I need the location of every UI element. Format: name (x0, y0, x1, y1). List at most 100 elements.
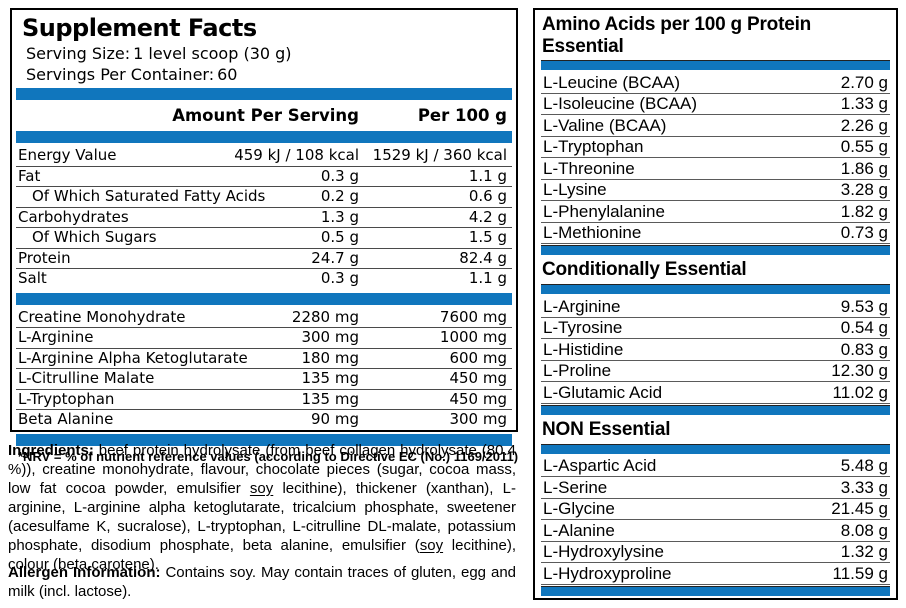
amino-acid-label: L-Histidine (543, 339, 624, 359)
row-amount-per-serving: 0.5 g (320, 228, 359, 246)
amino-acid-value: 12.30 g (831, 361, 888, 380)
amino-acid-value: 1.32 g (840, 542, 888, 561)
row-amount-per-serving: 180 mg (301, 348, 359, 367)
ingredients-soy-2: soy (419, 537, 444, 554)
row-amount-per-100g: 450 mg (449, 389, 507, 408)
table-row: L-Serine 3.33 g (541, 477, 890, 499)
row-amount-per-100g: 4.2 g (468, 207, 507, 226)
divider-bar (541, 245, 890, 255)
amino-acid-label: L-Hydroxylysine (543, 542, 664, 561)
amino-acid-label: L-Alanine (543, 520, 615, 540)
row-amount-per-100g: 1000 mg (439, 328, 507, 346)
row-amount-per-serving: 24.7 g (311, 248, 359, 267)
amino-acid-value: 2.26 g (840, 115, 888, 135)
amino-acid-value: 11.59 g (832, 563, 888, 583)
row-amount-per-serving: 0.3 g (320, 269, 359, 287)
row-amount-per-serving: 1.3 g (320, 207, 359, 226)
amino-acid-label: L-Hydroxyproline (543, 563, 672, 583)
ingredients-paragraph: Ingredients: beef protein hydrolysate (f… (8, 441, 516, 574)
divider-bar (541, 585, 890, 596)
serving-size-value: 1 level scoop (30 g) (133, 44, 292, 63)
amino-acid-value: 21.45 g (831, 499, 888, 518)
ingredients-text-2: lecithine), thickener (xanthan), L-argin… (8, 480, 516, 554)
table-row: L-Histidine 0.83 g (541, 339, 890, 361)
row-amount-per-serving: 135 mg (301, 389, 359, 408)
table-row: Creatine Monohydrate 2280 mg 7600 mg (16, 307, 512, 328)
amino-acid-value: 1.86 g (840, 158, 888, 178)
table-row: L-Hydroxylysine 1.32 g (541, 542, 890, 563)
amino-acid-value: 1.33 g (840, 94, 888, 113)
table-row: L-Tyrosine 0.54 g (541, 318, 890, 339)
row-amount-per-100g: 1.1 g (468, 269, 507, 287)
table-row: Beta Alanine 90 mg 300 mg (16, 410, 512, 431)
amino-sections: L-Leucine (BCAA) 2.70 g L-Isoleucine (BCAA… (541, 60, 890, 596)
servings-value: 60 (217, 65, 238, 84)
amino-acid-label: L-Phenylalanine (543, 201, 665, 221)
table-row: L-Glutamic Acid 11.02 g (541, 382, 890, 404)
amino-acid-value: 8.08 g (840, 520, 888, 540)
amino-acid-label: L-Glutamic Acid (543, 382, 663, 402)
amino-acid-label: L-Isoleucine (BCAA) (543, 94, 698, 113)
row-amount-per-serving: 459 kJ / 108 kcal (234, 146, 359, 164)
servings-label: Servings Per Container: (26, 65, 215, 84)
amino-acid-value: 2.70 g (840, 72, 888, 92)
amino-acid-value: 0.83 g (840, 339, 888, 359)
amino-acid-value: 5.48 g (840, 456, 888, 475)
amino-acid-value: 0.54 g (840, 318, 888, 337)
table-row: L-Leucine (BCAA) 2.70 g (541, 72, 890, 94)
divider-bar (16, 433, 512, 446)
row-amount-per-serving: 135 mg (301, 369, 359, 387)
nrv-footnote: *NRV = % of nutrient reference values (a… (18, 448, 519, 464)
row-label: Protein (18, 248, 71, 267)
table-row: L-Proline 12.30 g (541, 361, 890, 382)
row-amount-per-100g: 1.5 g (468, 228, 507, 246)
table-row: L-Citrulline Malate 135 mg 450 mg (16, 369, 512, 390)
amino-acid-value: 0.73 g (840, 223, 888, 242)
ingredients-text-1: beef protein hydrolysate (from beef coll… (8, 442, 516, 497)
divider-bar (16, 292, 512, 305)
amino-acid-value: 9.53 g (840, 296, 888, 316)
amino-acid-value: 1.82 g (840, 201, 888, 221)
amino-acid-value: 11.02 g (832, 382, 888, 402)
amino-acid-value: 3.33 g (840, 477, 888, 497)
ingredients-heading: Ingredients: (8, 442, 94, 459)
amino-acid-label: L-Aspartic Acid (543, 456, 657, 475)
table-row: Fat 0.3 g 1.1 g (16, 166, 512, 187)
row-label: Beta Alanine (18, 410, 114, 428)
amino-acid-label: L-Tyrosine (543, 318, 623, 337)
divider-bar (541, 443, 890, 454)
table-row: Of Which Sugars 0.5 g 1.5 g (16, 228, 512, 249)
row-amount-per-100g: 7600 mg (439, 307, 507, 326)
amino-acid-label: L-Glycine (543, 499, 615, 518)
table-row: L-Tryptophan 135 mg 450 mg (16, 389, 512, 410)
active-ingredients-table: Creatine Monohydrate 2280 mg 7600 mg L-Argi… (16, 308, 512, 431)
row-label: L-Arginine (18, 328, 94, 346)
row-label: Of Which Saturated Fatty Acids (32, 187, 266, 205)
serving-size-label: Serving Size: (26, 44, 131, 63)
table-row: L-Glycine 21.45 g (541, 499, 890, 520)
table-row: L-Alanine 8.08 g (541, 520, 890, 542)
amino-title-line2: Essential (542, 36, 624, 57)
table-row: L-Isoleucine (BCAA) 1.33 g (541, 94, 890, 115)
table-row: Of Which Saturated Fatty Acids 0.2 g 0.6 g (16, 187, 512, 208)
row-amount-per-100g: 1.1 g (468, 166, 507, 185)
section-heading: Conditionally Essential (542, 259, 747, 280)
col-header-amount-per-serving: Amount Per Serving (172, 106, 359, 125)
divider-bar (541, 60, 890, 70)
amino-panel-title: Amino Acids per 100 g Protein Essential (542, 14, 890, 58)
row-label: Salt (18, 269, 47, 287)
nutrition-table: Energy Value 459 kJ / 108 kcal 1529 kJ / 3… (16, 146, 512, 290)
row-label: Carbohydrates (18, 207, 129, 226)
row-label: L-Arginine Alpha Ketoglutarate (18, 348, 248, 367)
amino-acid-label: L-Serine (543, 477, 608, 497)
table-row: L-Aspartic Acid 5.48 g (541, 456, 890, 477)
amino-acid-label: L-Leucine (BCAA) (543, 72, 681, 92)
row-amount-per-100g: 300 mg (449, 410, 507, 428)
amino-acids-panel: Amino Acids per 100 g Protein Essential … (533, 8, 898, 600)
table-row: Carbohydrates 1.3 g 4.2 g (16, 207, 512, 228)
allergen-paragraph: Allergen Information: Contains soy. May … (8, 563, 516, 601)
divider-bar (16, 88, 512, 100)
table-row: L-Arginine 300 mg 1000 mg (16, 328, 512, 349)
row-amount-per-100g: 450 mg (449, 369, 507, 387)
